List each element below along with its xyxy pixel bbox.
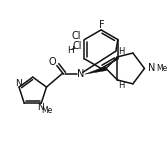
Text: N: N [148,64,156,73]
Text: N: N [15,79,21,88]
Text: Me: Me [41,106,53,116]
Text: O: O [48,57,56,67]
Polygon shape [85,66,107,74]
Text: N: N [37,103,44,112]
Text: H: H [67,46,74,55]
Text: Cl: Cl [71,31,81,41]
Text: F: F [99,20,105,30]
Text: Me: Me [156,64,167,73]
Text: Cl: Cl [73,41,82,51]
Text: N: N [77,69,85,79]
Text: H: H [118,47,124,56]
Text: H: H [118,81,124,90]
